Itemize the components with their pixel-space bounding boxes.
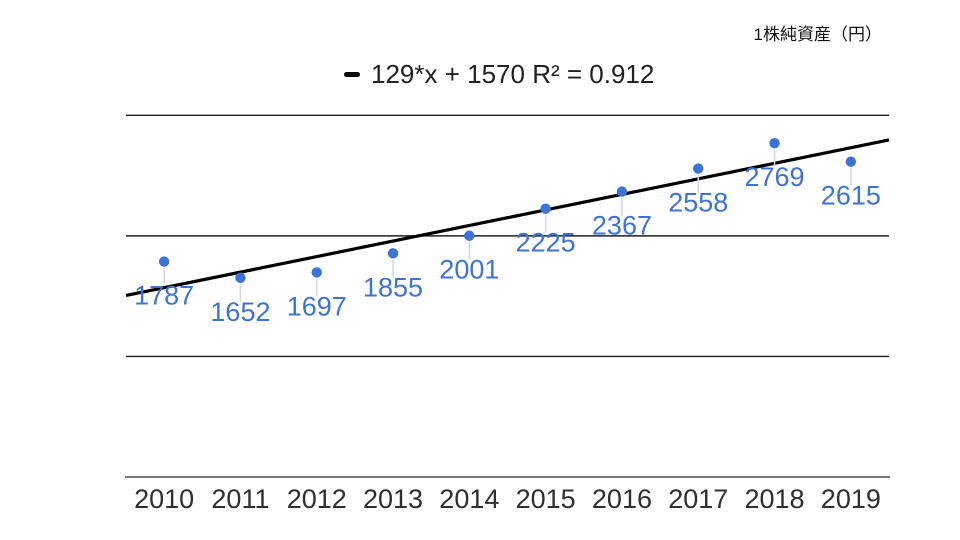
data-point	[311, 267, 322, 278]
data-label: 2769	[745, 162, 805, 192]
data-label: 1787	[134, 281, 194, 311]
data-point	[387, 248, 399, 259]
trendline-equation-label: 129*x + 1570 R² = 0.912	[371, 58, 655, 89]
data-point	[845, 156, 857, 167]
data-label: 2558	[668, 188, 728, 218]
x-axis-label: 2013	[363, 484, 423, 514]
x-axis-label: 2019	[821, 484, 881, 514]
data-label: 2225	[516, 228, 576, 258]
x-axis-label: 2011	[211, 484, 269, 514]
x-axis-label: 2017	[668, 484, 728, 514]
x-axis-label: 2010	[134, 484, 194, 514]
data-label: 2367	[592, 211, 652, 241]
x-axis-label: 2014	[439, 484, 499, 514]
data-point	[235, 272, 246, 284]
chart-title: 1株純資産（円）	[753, 25, 882, 44]
data-point	[616, 186, 628, 197]
data-point	[540, 203, 551, 214]
x-axis-label: 2016	[592, 484, 652, 514]
data-label: 1855	[363, 272, 423, 302]
x-axis-label: 2018	[745, 484, 805, 514]
data-label: 2001	[439, 255, 499, 285]
data-label: 1697	[287, 291, 347, 321]
legend: 129*x + 1570 R² = 0.912	[315, 58, 654, 90]
data-label: 1652	[210, 297, 270, 327]
data-point	[158, 256, 170, 267]
data-point	[464, 230, 475, 241]
data-point	[693, 163, 704, 174]
trendline	[125, 138, 890, 298]
data-label: 2615	[821, 181, 881, 211]
data-point	[769, 137, 780, 149]
trendline-dash-icon	[344, 71, 360, 77]
x-axis-label: 2012	[287, 484, 347, 514]
x-axis-label: 2015	[516, 484, 576, 514]
